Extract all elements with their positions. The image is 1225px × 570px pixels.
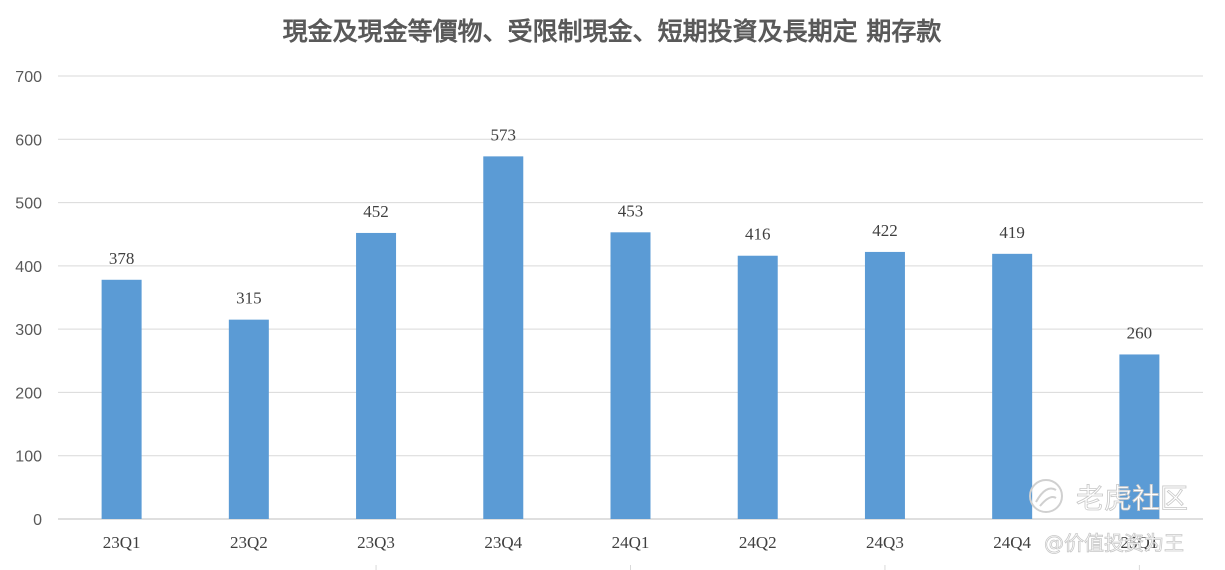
bars	[101, 156, 1160, 520]
y-tick-label: 500	[15, 196, 42, 213]
data-label: 378	[109, 249, 135, 268]
y-tick-label: 700	[15, 69, 42, 86]
x-tick-label: 25Q1	[1120, 533, 1158, 552]
data-label: 419	[999, 223, 1025, 242]
x-tick-label: 23Q2	[230, 533, 268, 552]
x-tick-label: 23Q1	[103, 533, 141, 552]
data-label: 260	[1127, 323, 1153, 342]
watermark-brand: 老虎社区	[1076, 482, 1188, 515]
bar	[610, 232, 651, 519]
data-label: 422	[872, 221, 898, 240]
y-tick-label: 100	[15, 449, 42, 466]
bar	[101, 279, 142, 519]
bar	[737, 255, 778, 519]
data-label: 573	[491, 125, 517, 144]
bar	[1119, 354, 1160, 519]
data-labels: 378 315 452 573 453 416 422 419 260	[109, 125, 1152, 342]
data-label: 416	[745, 225, 771, 244]
y-tick-label: 200	[15, 385, 42, 402]
bar	[992, 253, 1033, 519]
x-tick-label: 24Q3	[866, 533, 904, 552]
data-label: 452	[363, 202, 389, 221]
x-tick-label: 24Q2	[739, 533, 777, 552]
tiger-community-logo-icon	[1029, 479, 1063, 513]
watermark-author: @价值投资为王	[1044, 531, 1184, 555]
y-tick-label: 400	[15, 259, 42, 276]
y-tick-label: 0	[33, 512, 42, 529]
bar	[228, 319, 269, 519]
x-tick-label: 24Q1	[612, 533, 650, 552]
x-tick-label: 23Q4	[484, 533, 522, 552]
chart-title: 現金及現金等價物、受限制現金、短期投資及長期定 期存款	[283, 17, 943, 46]
bar	[356, 232, 397, 519]
data-label: 453	[618, 201, 644, 220]
x-axis-ticks: 23Q1 23Q2 23Q3 23Q4 24Q1 24Q2 24Q3 24Q4 25Q1	[103, 533, 1159, 552]
y-axis-ticks: 0 100 200 300 400 500 600 700	[15, 69, 42, 529]
watermark: 老虎社区 @价值投资为王	[1029, 479, 1188, 555]
x-tick-label: 24Q4	[993, 533, 1031, 552]
data-label: 315	[236, 289, 262, 308]
y-tick-label: 600	[15, 132, 42, 149]
bar	[864, 251, 905, 520]
y-tick-label: 300	[15, 322, 42, 339]
bar	[483, 156, 524, 519]
x-tick-label: 23Q3	[357, 533, 395, 552]
